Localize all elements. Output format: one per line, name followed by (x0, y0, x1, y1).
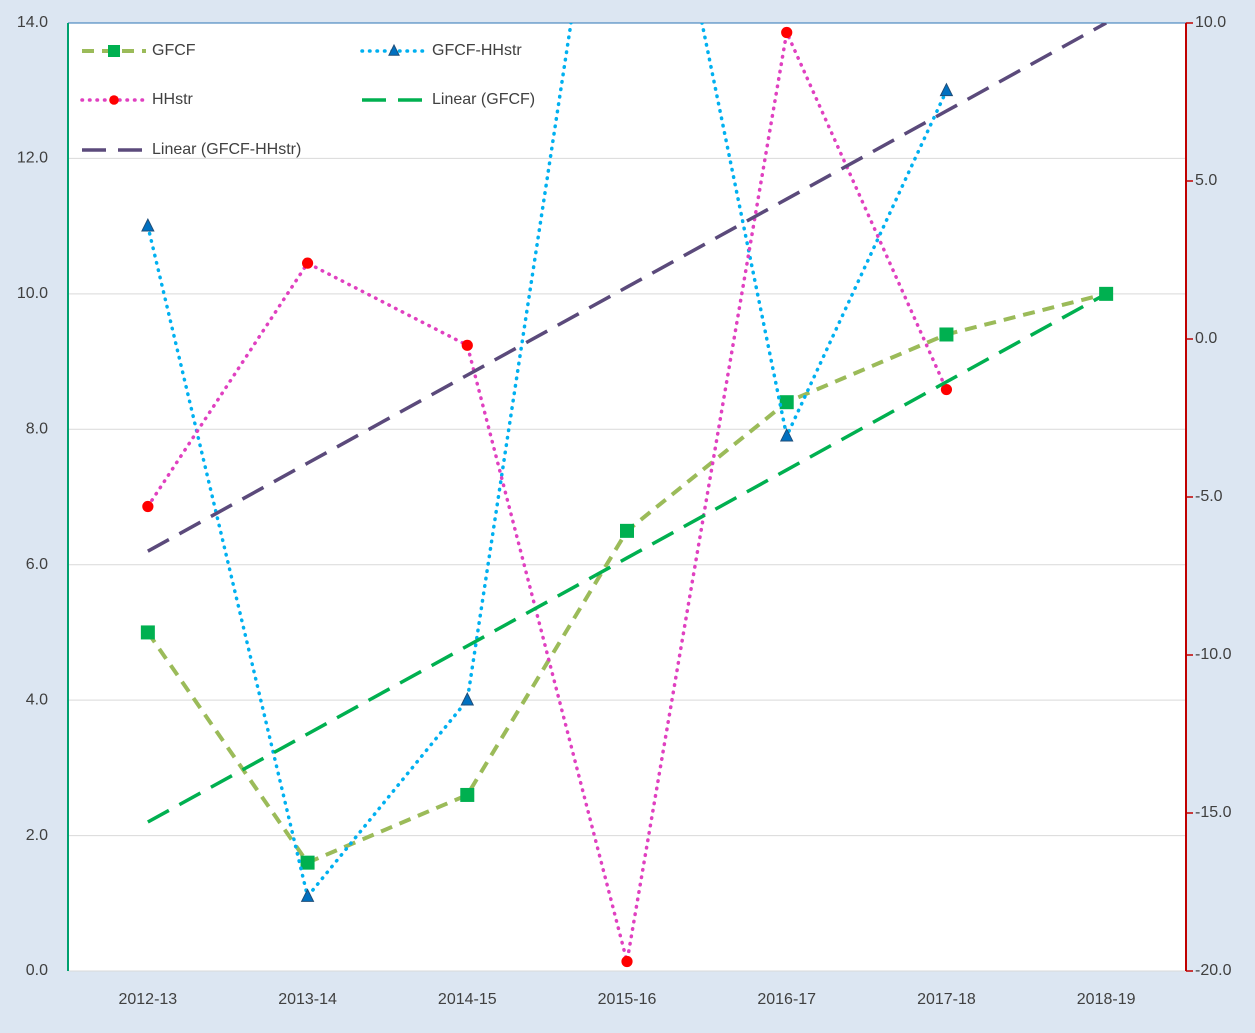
x-tick-label: 2017-18 (917, 991, 976, 1008)
marker-square (939, 327, 954, 342)
marker-circle (301, 257, 314, 269)
marker-square (108, 45, 120, 57)
x-tick-label: 2014-15 (438, 991, 497, 1008)
marker-circle (461, 339, 473, 351)
series-line (146, 23, 949, 901)
marker-circle (109, 95, 119, 105)
y2-tick-label: 5.0 (1195, 172, 1217, 189)
marker-square (460, 787, 475, 802)
series-line (147, 23, 1107, 553)
marker-triangle (939, 82, 954, 97)
marker-triangle (779, 427, 794, 442)
legend-label: Linear (GFCF) (432, 91, 535, 108)
plot-layer (140, 23, 1114, 968)
marker-triangle (460, 692, 475, 706)
y-tick-label: 12.0 (17, 150, 48, 167)
marker-triangle (300, 888, 315, 902)
x-tick-label: 2012-13 (118, 991, 177, 1008)
legend-label: Linear (GFCF-HHstr) (152, 141, 301, 158)
y-tick-label: 14.0 (17, 14, 48, 31)
series-line (146, 26, 949, 962)
marker-square (779, 395, 794, 410)
marker-triangle (141, 218, 155, 232)
series-line (147, 292, 1107, 824)
x-tick-label: 2018-19 (1077, 991, 1136, 1008)
y2-tick-label: 10.0 (1195, 14, 1226, 31)
y2-tick-label: -15.0 (1195, 804, 1232, 821)
x-tick-label: 2015-16 (598, 991, 657, 1008)
y-tick-label: 8.0 (26, 421, 48, 438)
marker-circle (142, 500, 154, 513)
x-tick-label: 2016-17 (757, 991, 816, 1008)
marker-circle (781, 26, 793, 39)
marker-square (620, 523, 634, 538)
y2-tick-label: -10.0 (1195, 646, 1232, 663)
y-tick-label: 2.0 (26, 827, 48, 844)
y-tick-label: 4.0 (26, 691, 48, 708)
legend-label: HHstr (152, 91, 194, 108)
marker-triangle (388, 43, 400, 56)
marker-circle (621, 955, 633, 968)
y2-tick-label: 0.0 (1195, 330, 1217, 347)
x-tick-label: 2013-14 (278, 991, 337, 1008)
y-tick-label: 10.0 (17, 285, 48, 302)
y-tick-label: 6.0 (26, 556, 48, 573)
plot-area (68, 23, 1186, 971)
y2-tick-label: -20.0 (1195, 962, 1232, 979)
y-tick-label: 0.0 (26, 962, 48, 979)
marker-circle (940, 383, 953, 396)
legend-label: GFCF-HHstr (432, 42, 522, 59)
marker-square (300, 855, 315, 870)
y2-tick-label: -5.0 (1195, 488, 1223, 505)
legend-label: GFCF (152, 42, 196, 59)
marker-square (140, 625, 155, 640)
